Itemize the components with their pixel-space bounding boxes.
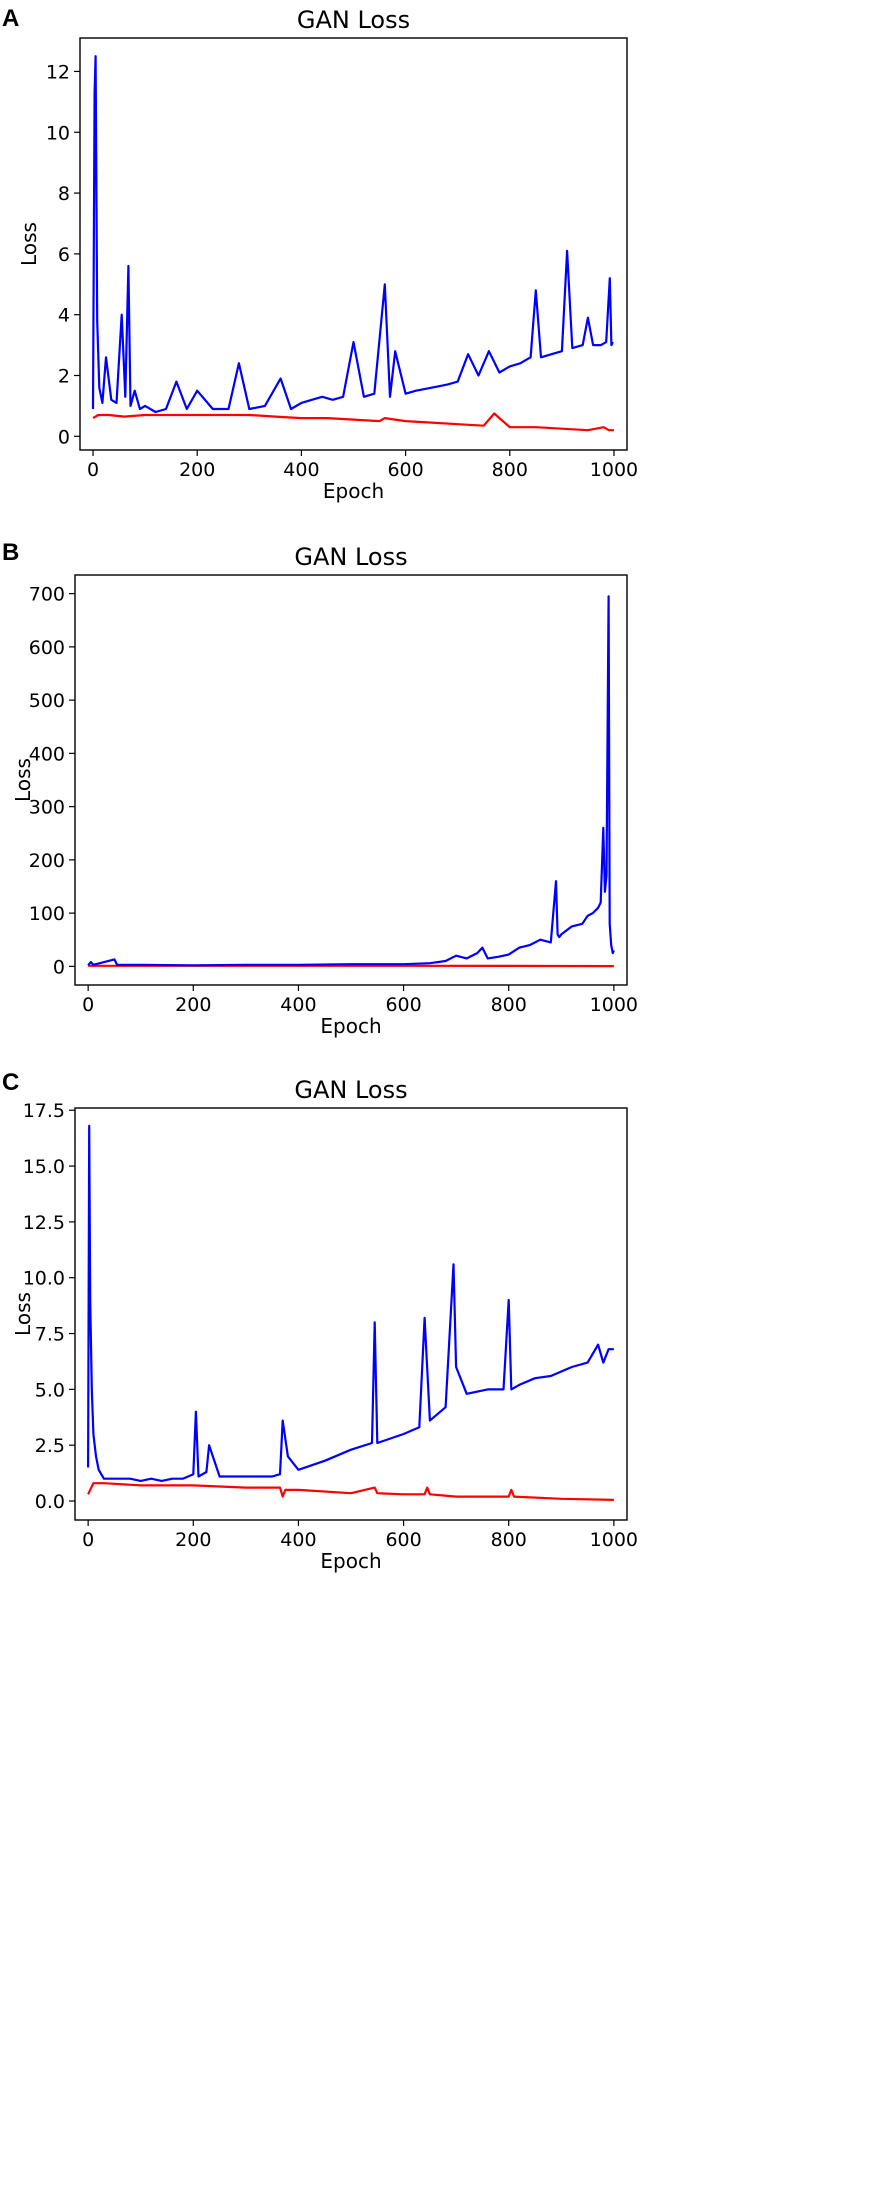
x-axis-label: Epoch bbox=[320, 1549, 381, 1573]
chart-title: GAN Loss bbox=[294, 543, 407, 571]
y-tick-label: 17.5 bbox=[23, 1100, 65, 1122]
y-axis-label: Loss bbox=[11, 758, 35, 802]
x-tick-label: 0 bbox=[82, 1529, 94, 1551]
plot-frame bbox=[74, 1107, 628, 1521]
y-tick-label: 600 bbox=[29, 637, 65, 659]
x-tick-label: 800 bbox=[491, 1529, 527, 1551]
series-line-red bbox=[87, 1482, 614, 1501]
y-axis-label: Loss bbox=[11, 1292, 35, 1336]
y-tick-label: 7.5 bbox=[35, 1324, 65, 1346]
y-tick-label: 700 bbox=[29, 584, 65, 606]
x-tick-label: 600 bbox=[385, 1529, 421, 1551]
plot-frame bbox=[79, 37, 628, 451]
series-line-blue bbox=[87, 1124, 614, 1483]
series-line-red bbox=[92, 412, 614, 432]
y-tick-label: 12 bbox=[46, 61, 70, 83]
y-tick-label: 5.0 bbox=[35, 1379, 65, 1401]
y-tick-label: 0 bbox=[58, 426, 70, 448]
x-tick-label: 1000 bbox=[590, 459, 638, 481]
chart-panel-c: C GAN Loss 0 200 400 600 800 1000 0.0 2.5 5.0 7.5 10… bbox=[2, 1069, 638, 1573]
y-tick-label: 300 bbox=[29, 797, 65, 819]
y-tick-label: 0.0 bbox=[35, 1491, 65, 1513]
chart-title: GAN Loss bbox=[297, 6, 410, 34]
y-tick-label: 10.0 bbox=[23, 1268, 65, 1290]
panel-letter: B bbox=[2, 539, 19, 566]
x-tick-label: 400 bbox=[280, 1529, 316, 1551]
series-line-blue bbox=[91, 55, 614, 414]
x-tick-label: 200 bbox=[179, 459, 215, 481]
y-tick-label: 4 bbox=[58, 305, 70, 327]
x-axis-label: Epoch bbox=[320, 1014, 381, 1038]
x-tick-label: 400 bbox=[283, 459, 319, 481]
panel-letter: C bbox=[2, 1069, 19, 1096]
x-tick-label: 400 bbox=[280, 994, 316, 1016]
y-tick-label: 10 bbox=[46, 122, 70, 144]
x-tick-label: 600 bbox=[387, 459, 423, 481]
y-tick-label: 15.0 bbox=[23, 1156, 65, 1178]
y-tick-label: 400 bbox=[29, 743, 65, 765]
y-tick-label: 8 bbox=[58, 183, 70, 205]
y-tick-label: 200 bbox=[29, 850, 65, 872]
y-tick-label: 2 bbox=[58, 366, 70, 388]
panel-letter: A bbox=[2, 5, 19, 32]
y-tick-label: 2.5 bbox=[35, 1435, 65, 1457]
chart-panel-a: A GAN Loss 0 200 400 600 800 1000 0 2 4 6 8 10 12 Epoch… bbox=[2, 5, 638, 503]
series-line-blue bbox=[87, 595, 615, 967]
x-tick-label: 1000 bbox=[590, 994, 638, 1016]
x-tick-label: 0 bbox=[82, 994, 94, 1016]
chart-title: GAN Loss bbox=[294, 1076, 407, 1104]
x-tick-label: 0 bbox=[87, 459, 99, 481]
plot-frame bbox=[74, 574, 628, 986]
x-tick-label: 800 bbox=[491, 994, 527, 1016]
y-tick-label: 12.5 bbox=[23, 1212, 65, 1234]
y-tick-label: 500 bbox=[29, 690, 65, 712]
y-tick-label: 100 bbox=[29, 903, 65, 925]
x-tick-label: 1000 bbox=[590, 1529, 638, 1551]
y-tick-label: 6 bbox=[58, 244, 70, 266]
y-axis-label: Loss bbox=[17, 222, 41, 266]
x-tick-label: 800 bbox=[492, 459, 528, 481]
x-axis-label: Epoch bbox=[323, 479, 384, 503]
chart-panel-b: B GAN Loss 0 200 400 600 800 1000 0 100 200 300 400 5… bbox=[2, 539, 638, 1038]
y-tick-label: 0 bbox=[53, 956, 65, 978]
x-tick-label: 600 bbox=[385, 994, 421, 1016]
x-tick-label: 200 bbox=[175, 1529, 211, 1551]
x-tick-label: 200 bbox=[175, 994, 211, 1016]
